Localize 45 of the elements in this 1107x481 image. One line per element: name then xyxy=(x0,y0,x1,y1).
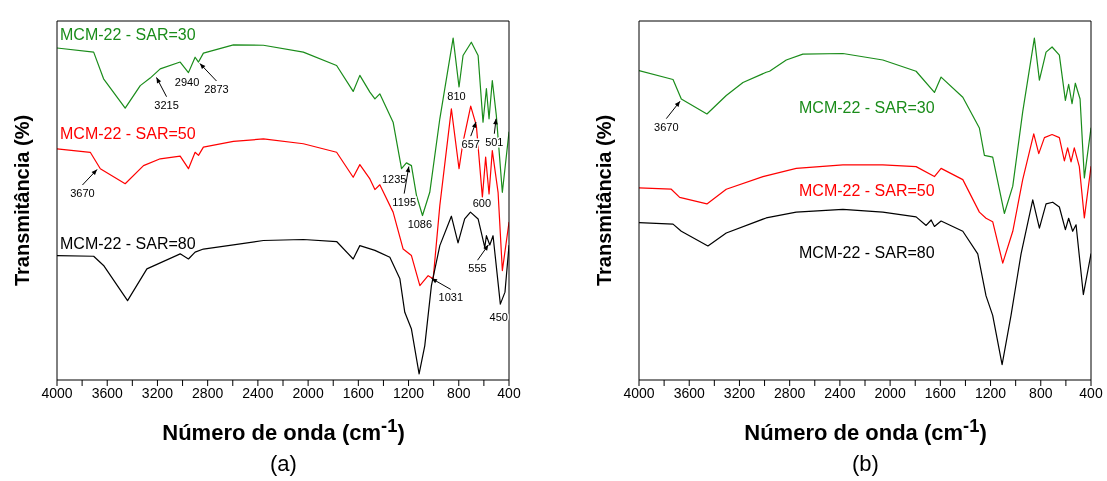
annotation: 1086 xyxy=(407,217,433,230)
x-tick-label: 4000 xyxy=(623,384,655,401)
x-tick-label: 2800 xyxy=(192,384,224,401)
text: (a) xyxy=(269,451,298,477)
x-tick-label: 1600 xyxy=(924,384,957,401)
x-tick-label: 2400 xyxy=(242,384,274,401)
annotation: 3670 xyxy=(654,120,679,133)
x-tick-label: 400 xyxy=(497,384,521,401)
series-label: MCM-22 - SAR=80 xyxy=(799,243,935,261)
x-tick-label: 3200 xyxy=(723,384,756,401)
x-tick-label: 800 xyxy=(1029,384,1053,401)
x-tick-label: 800 xyxy=(447,384,471,401)
x-axis-title: Número de onda (cm$^{-1}$) xyxy=(743,415,988,447)
x-tick-label: 1600 xyxy=(342,384,375,401)
series-label: MCM-22 - SAR=30 xyxy=(60,26,196,44)
annotation: 600 xyxy=(472,197,492,210)
x-tick-label: 2800 xyxy=(774,384,806,401)
series-label: MCM-22 - SAR=80 xyxy=(60,234,196,252)
annotation: 555 xyxy=(468,262,487,275)
y-axis-title: Transmitância (%) xyxy=(11,114,33,287)
annotation: 3670 xyxy=(70,187,95,200)
x-axis-title: Número de onda (cm$^{-1}$) xyxy=(161,415,406,447)
x-tick-label: 3200 xyxy=(141,384,174,401)
x-tick-label: 3600 xyxy=(91,384,123,401)
annotation: 1235 xyxy=(381,173,407,186)
series-label: MCM-22 - SAR=50 xyxy=(799,181,935,199)
x-tick-label: 4000 xyxy=(41,384,73,401)
series-label: MCM-22 - SAR=50 xyxy=(60,124,196,142)
annotation: 1195 xyxy=(392,195,417,208)
y-axis-title: Transmitância (%) xyxy=(593,114,615,287)
annotation: 2940 xyxy=(174,76,200,89)
x-tick-label: 1200 xyxy=(974,384,1007,401)
x-tick-label: 2000 xyxy=(874,384,906,401)
series-label: MCM-22 - SAR=30 xyxy=(799,98,935,116)
annotation: 3215 xyxy=(154,98,179,111)
x-tick-label: 3600 xyxy=(673,384,705,401)
annotation: 2873 xyxy=(204,83,229,96)
x-tick-label: 400 xyxy=(1079,384,1103,401)
x-tick-label: 1200 xyxy=(392,384,425,401)
text: (b) xyxy=(851,451,880,477)
annotation: 450 xyxy=(489,311,508,324)
x-tick-label: 2000 xyxy=(292,384,324,401)
annotation: 810 xyxy=(447,89,466,102)
x-tick-label: 2400 xyxy=(824,384,856,401)
annotation: 1031 xyxy=(438,291,464,304)
